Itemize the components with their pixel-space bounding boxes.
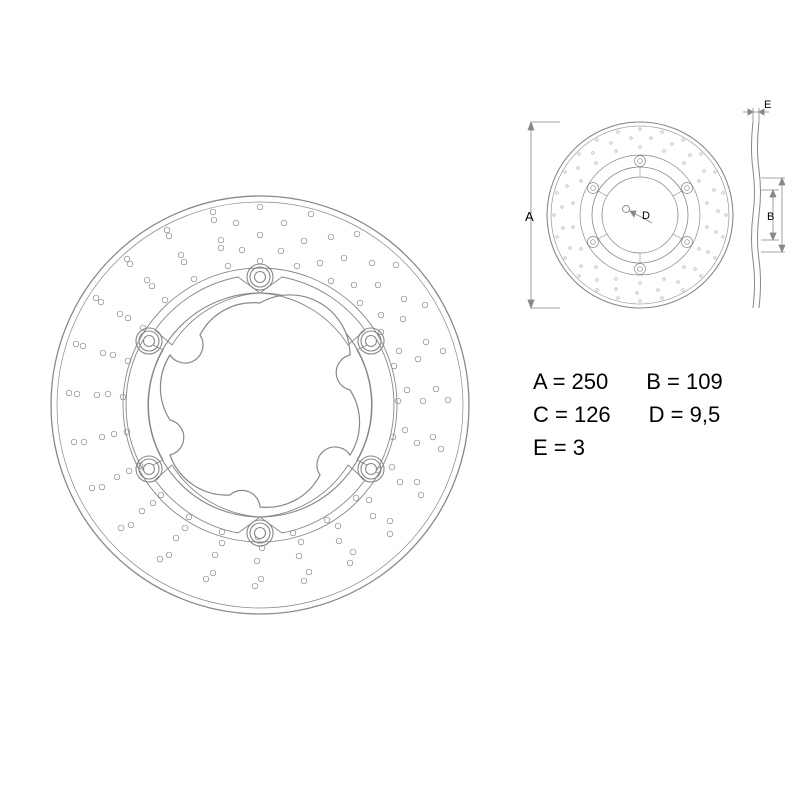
canvas: A (0, 0, 800, 800)
dim-value-d: D = 9,5 (649, 398, 721, 431)
dim-letter-b: B (767, 211, 774, 223)
dim-value-c: C = 126 (533, 398, 611, 431)
dim-letter-e: E (764, 100, 771, 111)
dim-value-e: E = 3 (533, 431, 585, 464)
dim-value-b: B = 109 (646, 365, 722, 398)
dim-value-a: A = 250 (533, 365, 608, 398)
main-brake-disc-diagram (50, 195, 470, 620)
dimension-values-table: A = 250 B = 109 C = 126 D = 9,5 E = 3 (533, 365, 723, 464)
dim-letter-d: D (642, 210, 650, 222)
dim-letter-a: A (525, 209, 534, 224)
dimension-reference-diagram: A (525, 100, 785, 335)
